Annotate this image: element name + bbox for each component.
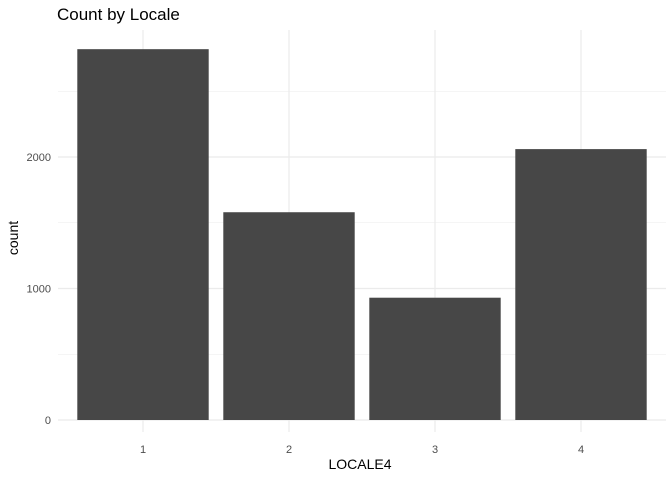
bars [77,49,647,421]
bar-2 [223,212,355,420]
x-tick-label: 2 [286,444,292,456]
x-tick-label: 4 [578,444,584,456]
bar-4 [515,149,647,421]
bar-1 [77,49,209,421]
x-axis-ticks: 1 2 3 4 [140,444,584,456]
y-axis-ticks: 0 1000 2000 [27,152,51,427]
y-tick-label: 0 [45,415,51,427]
bar-3 [369,297,501,420]
x-tick-label: 3 [432,444,438,456]
chart-title: Count by Locale [57,5,180,24]
y-axis-title: count [5,221,21,255]
y-tick-label: 2000 [27,152,51,164]
x-axis-title: LOCALE4 [328,456,391,472]
y-tick-label: 1000 [27,284,51,296]
x-tick-label: 1 [140,444,146,456]
